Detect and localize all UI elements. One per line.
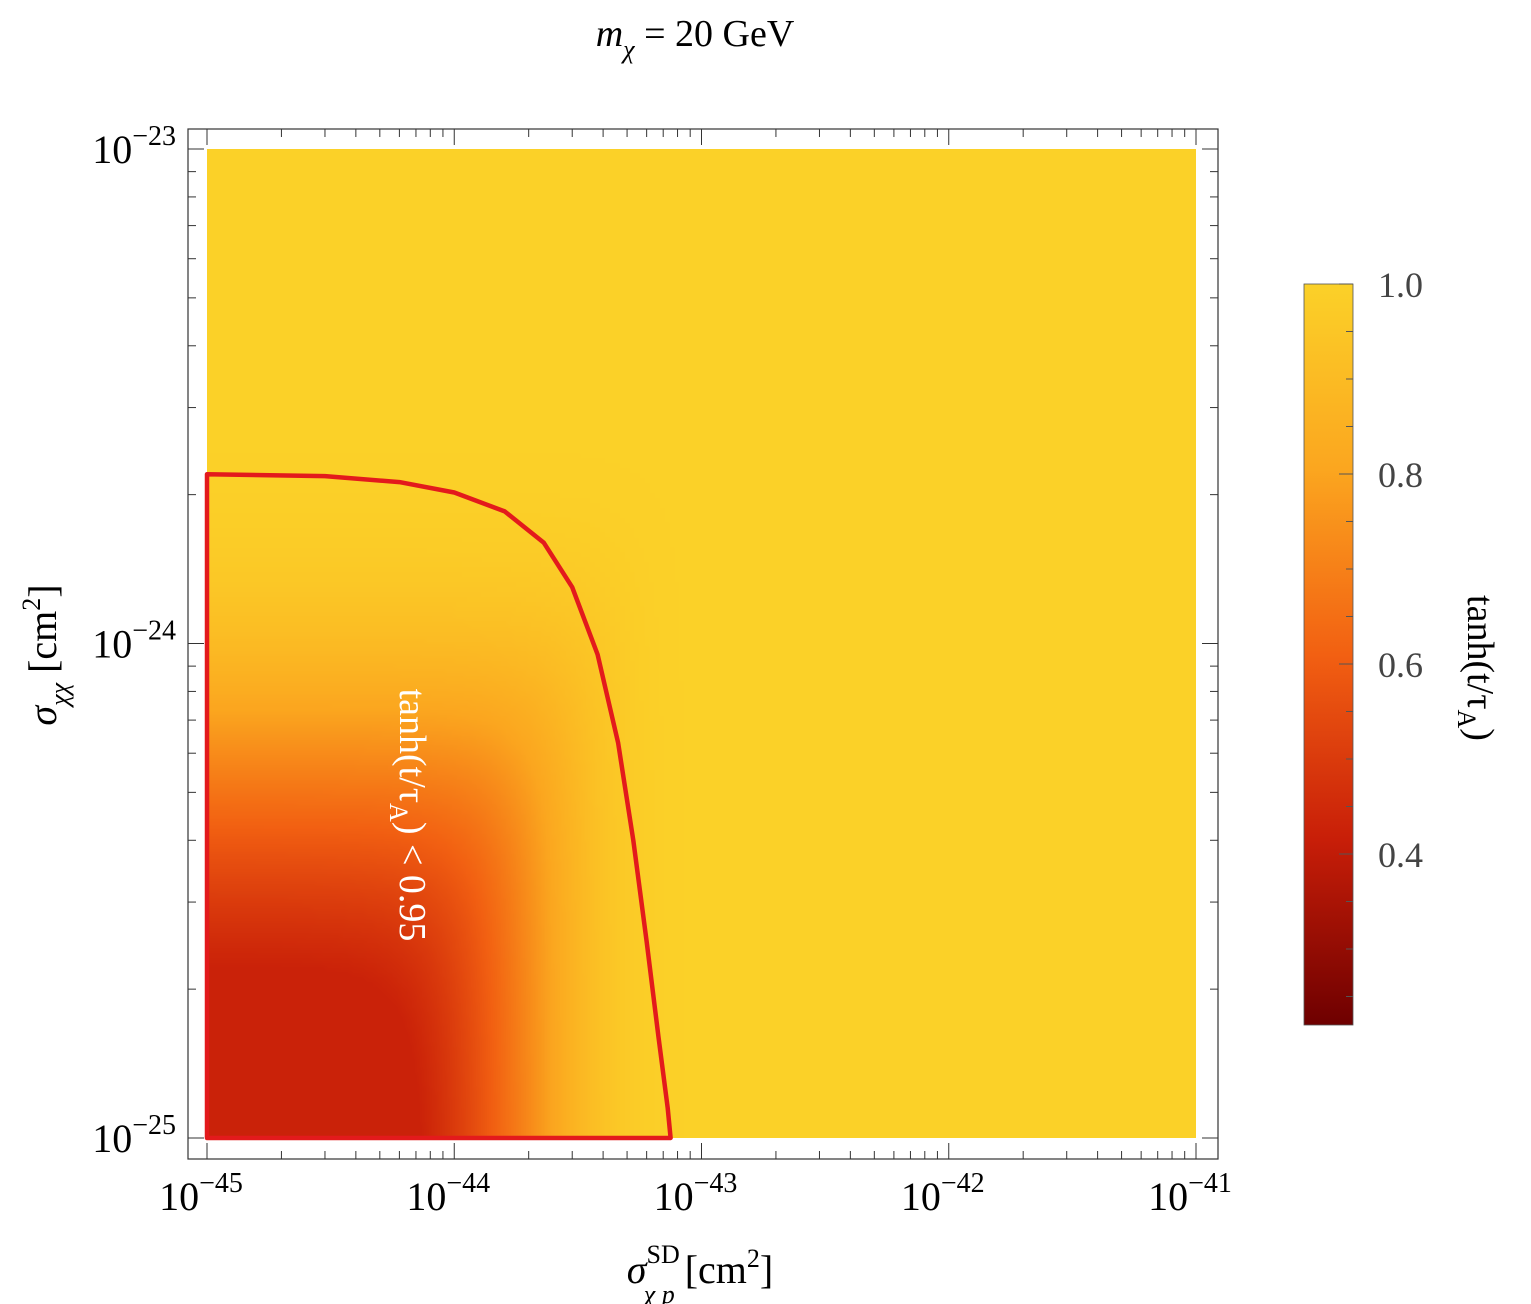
heatmap-image (207, 149, 1196, 1138)
x-tick-labels: 10−45 10−44 10−43 10−42 10−41 (159, 1168, 1232, 1219)
contour-label: tanh(t/τA) < 0.95 (384, 689, 433, 942)
colorbar (1303, 283, 1354, 1026)
contour-line (204, 471, 673, 1141)
x-tick-label: 10−44 (406, 1168, 490, 1219)
y-tick-label: 10−25 (92, 1110, 176, 1161)
y-tick-label: 10−23 (92, 121, 176, 172)
x-axis-label: σSD χ p [cm2] (627, 1240, 773, 1304)
y-tick-labels: 10−25 10−24 10−23 (92, 121, 176, 1161)
colorbar-tick-label: 0.6 (1378, 645, 1423, 685)
x-tick-label: 10−41 (1148, 1168, 1232, 1219)
colorbar-ticks: 0.4 0.6 0.8 1.0 (1339, 265, 1423, 997)
y-tick-label: 10−24 (92, 616, 176, 667)
colorbar-tick-label: 0.8 (1378, 455, 1423, 495)
chart-title: mχ = 20 GeV (596, 13, 795, 64)
y-axis-label: σχχ [cm2] (17, 584, 74, 725)
colorbar-tick-label: 0.4 (1378, 835, 1423, 875)
colorbar-tick-label: 1.0 (1378, 265, 1423, 305)
axis-ticks (188, 129, 1218, 1159)
x-tick-label: 10−43 (654, 1168, 738, 1219)
x-tick-label: 10−42 (901, 1168, 985, 1219)
colorbar-label: tanh(t/τA) (1452, 595, 1501, 741)
x-tick-label: 10−45 (159, 1168, 243, 1219)
